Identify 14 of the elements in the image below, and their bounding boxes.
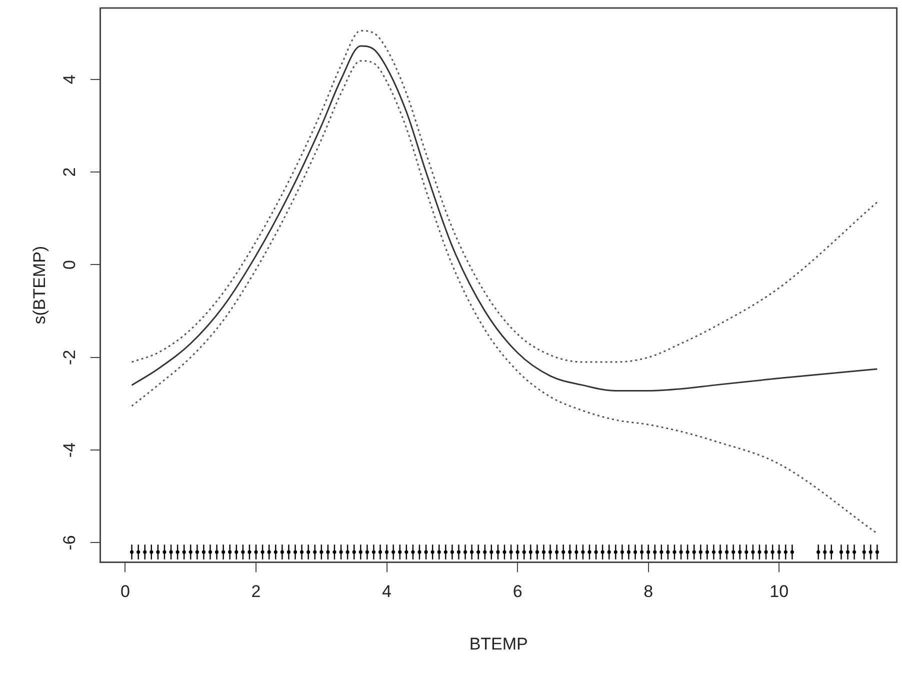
- y-tick-label: -6: [60, 535, 80, 550]
- y-tick-label: -2: [60, 350, 80, 365]
- x-tick-label: 2: [251, 582, 261, 602]
- x-tick-label: 8: [644, 582, 654, 602]
- y-tick-label: 4: [60, 74, 80, 84]
- y-tick-label: 2: [60, 167, 80, 177]
- x-tick-label: 0: [120, 582, 130, 602]
- y-tick-label: 0: [60, 260, 80, 270]
- x-tick-label: 4: [382, 582, 392, 602]
- y-axis-title: s(BTEMP): [30, 246, 49, 324]
- x-tick-label: 6: [512, 582, 522, 602]
- y-tick-label: -4: [60, 442, 80, 458]
- x-axis-title: BTEMP: [469, 634, 528, 654]
- x-tick-label: 10: [770, 582, 789, 602]
